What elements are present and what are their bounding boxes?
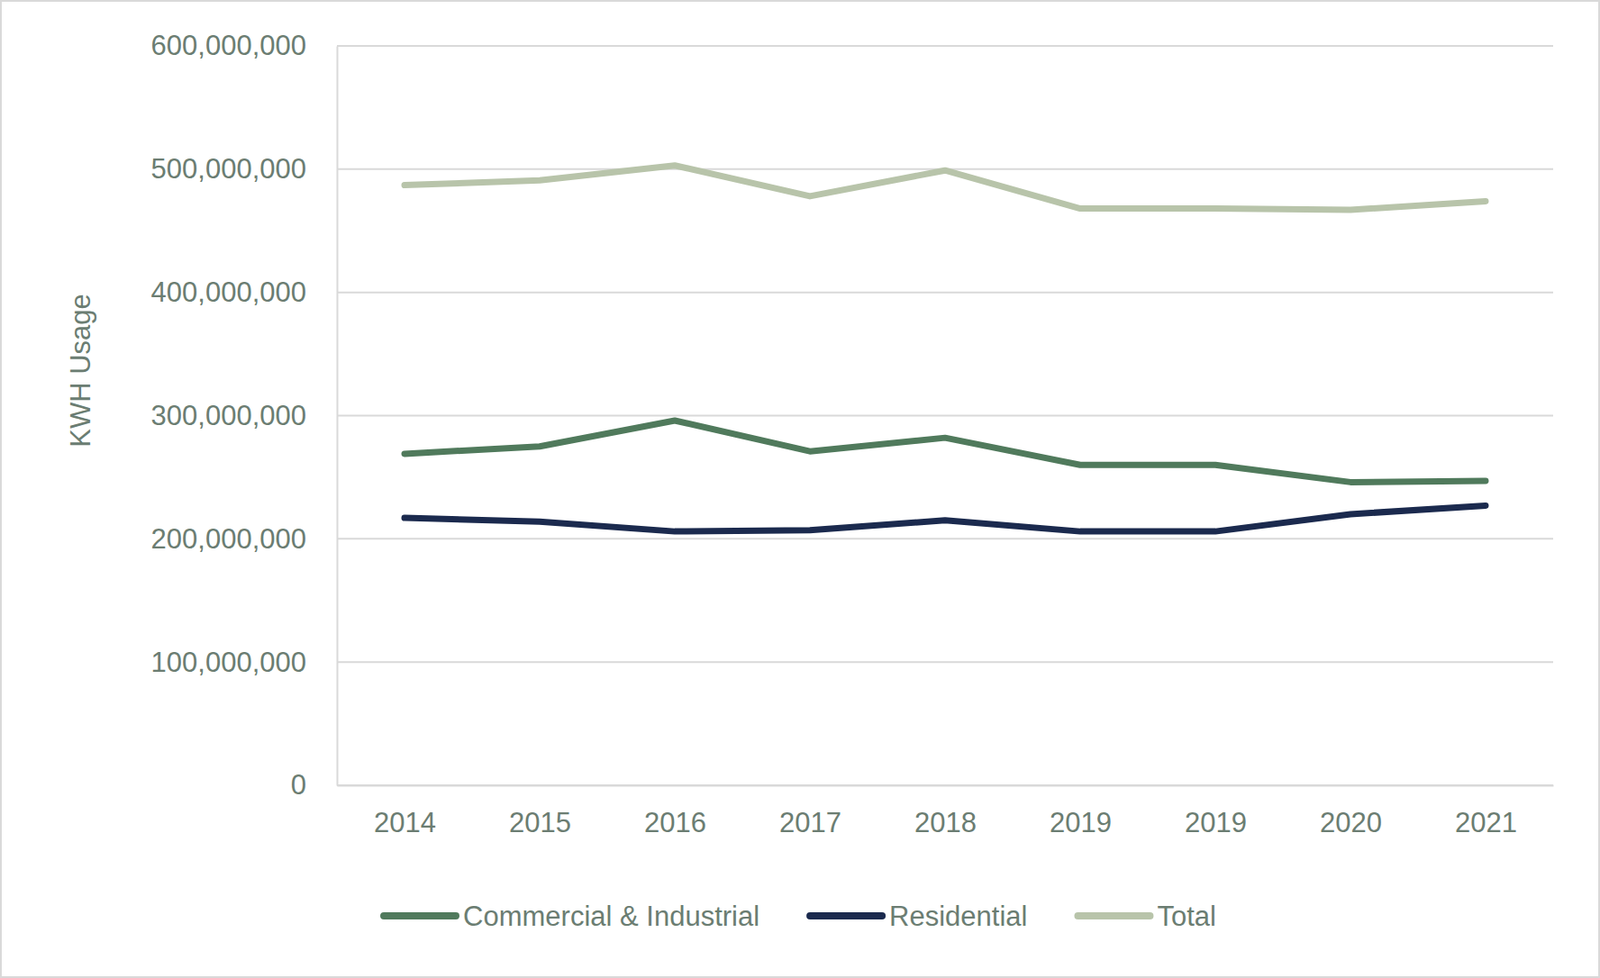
y-tick: 0 — [290, 769, 337, 801]
x-tick-label: 2018 — [914, 807, 977, 839]
series-line — [404, 165, 1486, 210]
legend-swatch — [1077, 912, 1150, 920]
grid-line — [336, 45, 1554, 47]
legend-swatch — [809, 912, 882, 920]
legend-item: Commercial & Industrial — [383, 900, 760, 933]
grid-line — [336, 661, 1554, 664]
chart-border — [0, 0, 1600, 978]
y-tick-label: 300,000,000 — [151, 400, 307, 432]
x-tick-label: 2020 — [1319, 807, 1382, 839]
series-line — [404, 505, 1486, 532]
x-tick: 2019 — [1184, 785, 1247, 839]
y-tick: 600,000,000 — [151, 29, 337, 62]
x-tick-label: 2019 — [1184, 807, 1247, 839]
y-tick-label: 400,000,000 — [151, 276, 307, 309]
x-tick-label: 2021 — [1454, 807, 1518, 839]
x-tick-label: 2017 — [779, 807, 842, 839]
x-tick: 2021 — [1454, 785, 1518, 839]
legend-item: Residential — [809, 900, 1028, 933]
grid-line — [336, 784, 1554, 787]
x-tick: 2016 — [644, 785, 707, 839]
y-tick: 300,000,000 — [151, 400, 337, 432]
x-tick: 2018 — [914, 785, 977, 839]
legend-label: Total — [1156, 900, 1216, 933]
series-lines — [404, 165, 1486, 532]
y-tick-label: 600,000,000 — [151, 29, 307, 62]
y-tick: 100,000,000 — [151, 646, 337, 679]
y-axis-line — [336, 46, 339, 787]
grid-line — [336, 415, 1554, 418]
x-tick: 2017 — [779, 785, 842, 839]
y-tick-label: 0 — [290, 769, 307, 801]
grid-line — [336, 291, 1554, 294]
x-tick-label: 2014 — [373, 807, 437, 839]
x-tick-label: 2015 — [509, 807, 572, 839]
y-axis-title: KWH Usage — [64, 293, 97, 448]
legend-item: Total — [1077, 900, 1216, 933]
x-axis-line — [337, 785, 1555, 788]
legend-swatch — [383, 912, 456, 920]
chart: 0 100,000,000 200,000,000 300,000,000 400,00… — [0, 0, 1600, 978]
y-tick: 400,000,000 — [151, 276, 337, 309]
y-tick-label: 200,000,000 — [151, 523, 307, 555]
y-tick: 200,000,000 — [151, 523, 337, 555]
legend: Commercial & Industrial Residential Total — [383, 900, 1217, 933]
x-tick-label: 2019 — [1049, 807, 1112, 839]
series-line — [404, 420, 1486, 482]
y-axis: 0 100,000,000 200,000,000 300,000,000 400,00… — [151, 29, 338, 801]
x-tick-label: 2016 — [644, 807, 707, 839]
grid — [336, 45, 1554, 786]
grid-line — [336, 537, 1554, 540]
x-tick: 2019 — [1049, 785, 1112, 839]
legend-label: Commercial & Industrial — [463, 900, 760, 933]
x-axis: 2014 2015 2016 2017 2018 2019 2019 2020 2021 — [337, 785, 1555, 839]
legend-label: Residential — [889, 900, 1028, 933]
x-tick: 2015 — [509, 785, 572, 839]
x-tick: 2014 — [373, 785, 437, 839]
y-tick-label: 100,000,000 — [151, 646, 307, 679]
y-tick: 500,000,000 — [151, 153, 337, 185]
plot-area: 0 100,000,000 200,000,000 300,000,000 400,00… — [151, 29, 1555, 839]
y-tick-label: 500,000,000 — [151, 153, 307, 185]
x-tick: 2020 — [1319, 785, 1382, 839]
